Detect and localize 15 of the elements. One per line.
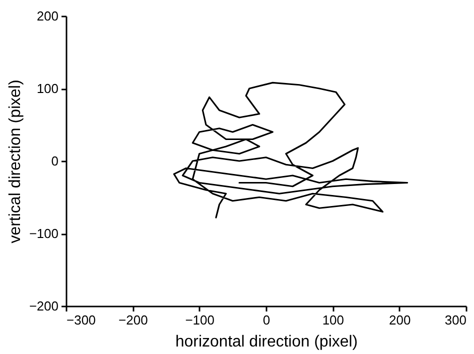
- x-tick-label: −300: [66, 312, 96, 328]
- y-tick-label: 0: [51, 154, 58, 168]
- y-tick-label: −100: [29, 226, 58, 241]
- x-tick-label: −100: [185, 312, 214, 328]
- line-series: [173, 82, 408, 218]
- y-tick-label: −200: [29, 298, 58, 314]
- y-axis-title: vertical direction (pixel): [7, 80, 24, 244]
- y-tick-label: 200: [36, 8, 58, 24]
- x-tick-label: −200: [118, 312, 148, 328]
- x-tick-label: 300: [444, 312, 466, 328]
- x-tick-label: 200: [388, 312, 411, 328]
- x-tick-label: 0: [262, 312, 270, 328]
- x-axis-title: horizontal direction (pixel): [175, 334, 358, 350]
- x-tick-label: 100: [322, 312, 344, 328]
- y-tick-label: 100: [36, 81, 58, 96]
